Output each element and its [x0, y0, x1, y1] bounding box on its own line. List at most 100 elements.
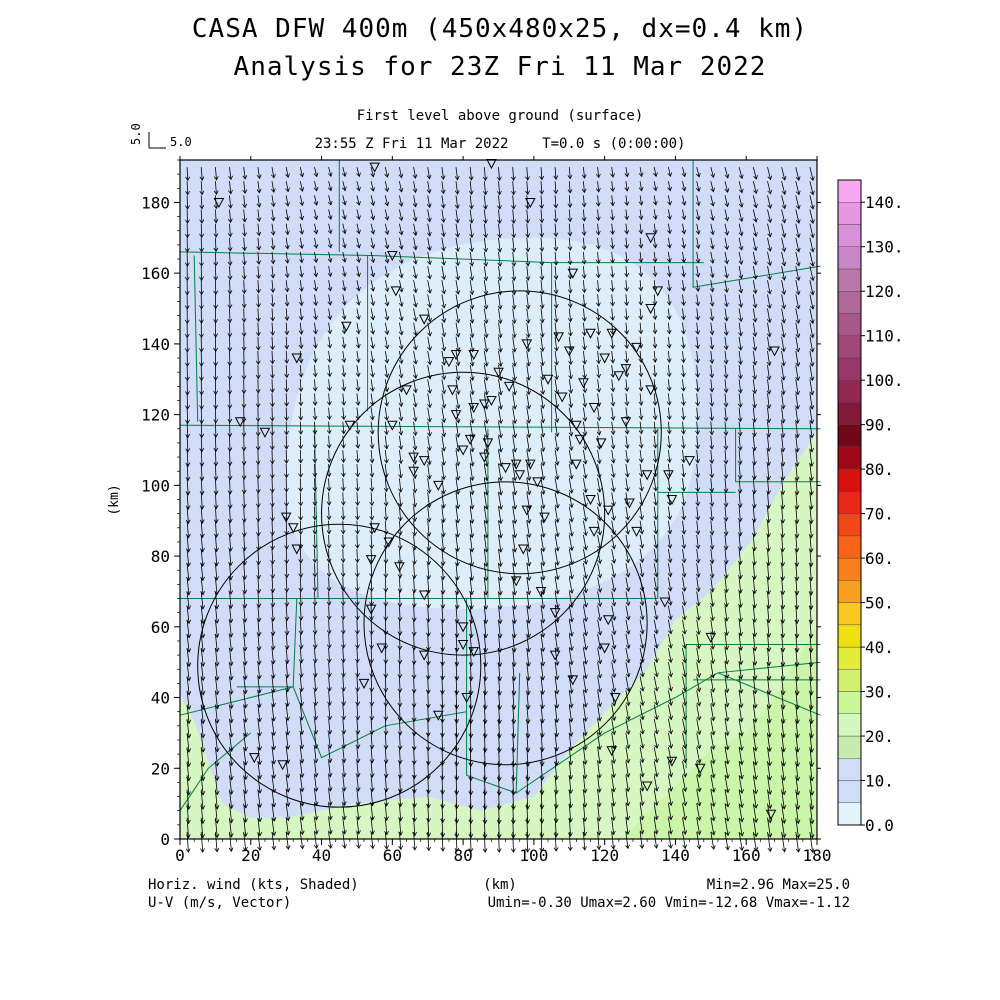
wind-vector — [455, 280, 459, 295]
wind-vector — [710, 393, 713, 407]
wind-vector — [215, 690, 218, 709]
wind-vector-head — [695, 244, 701, 250]
wind-vector-head — [454, 204, 460, 210]
wind-vector — [384, 633, 387, 649]
wind-vector-head — [313, 272, 319, 278]
wind-vector — [767, 322, 771, 337]
wind-vector-head — [753, 832, 759, 838]
wind-vector-head — [412, 817, 417, 823]
wind-vector — [696, 534, 699, 549]
wind-vector-head — [256, 246, 262, 251]
wind-vector-head — [241, 289, 247, 295]
wind-vector — [611, 647, 615, 664]
wind-vector-head — [483, 619, 489, 625]
colorbar-segment — [837, 291, 862, 314]
wind-vector — [696, 209, 700, 220]
wind-vector-head — [624, 358, 630, 364]
wind-vector-head — [185, 462, 191, 467]
wind-vector-head — [241, 461, 247, 466]
wind-vector — [639, 336, 642, 348]
wind-vector-head — [327, 787, 333, 792]
wind-vector — [455, 435, 459, 452]
wind-vector — [696, 704, 700, 721]
wind-vector — [469, 294, 473, 309]
wind-vector — [724, 407, 727, 421]
wind-vector — [767, 350, 770, 366]
wind-vector-head — [412, 417, 418, 422]
wind-vector-head — [667, 558, 673, 564]
wind-vector — [639, 619, 644, 634]
wind-vector — [738, 548, 741, 565]
wind-vector — [384, 803, 388, 821]
x-tick-label: 180 — [803, 846, 832, 865]
wind-vector — [356, 803, 360, 820]
wind-vector-head — [795, 233, 801, 239]
wind-vector-head — [398, 845, 404, 851]
wind-vector-head — [795, 276, 801, 281]
wind-vector — [682, 478, 685, 492]
wind-vector — [597, 336, 600, 350]
station-marker — [510, 576, 522, 587]
wind-vector — [342, 407, 345, 420]
wind-vector-head — [653, 501, 658, 506]
wind-vector-head — [808, 648, 814, 653]
wind-vector-head — [341, 401, 347, 406]
wind-vector-head — [184, 291, 190, 296]
wind-vector — [271, 195, 275, 207]
wind-vector — [724, 492, 727, 507]
wind-vector-head — [540, 518, 546, 524]
wind-vector — [639, 718, 644, 734]
wind-vector — [215, 520, 217, 538]
wind-vector-head — [780, 533, 786, 538]
wind-vector-head — [723, 531, 729, 536]
wind-vector — [625, 704, 630, 720]
wind-vector-head — [496, 762, 502, 768]
wind-vector — [455, 520, 459, 538]
wind-vector — [314, 421, 316, 434]
wind-vector-head — [752, 418, 757, 423]
wind-vector — [399, 548, 401, 564]
wind-vector-head — [497, 591, 503, 596]
wind-vector-head — [554, 446, 560, 452]
wind-vectors — [184, 166, 815, 853]
wind-vector-head — [639, 744, 645, 749]
wind-vector — [413, 662, 415, 679]
wind-vector-head — [724, 173, 730, 179]
wind-vector-head — [767, 804, 773, 810]
wind-vector-head — [285, 730, 291, 736]
wind-vector-head — [808, 519, 814, 525]
wind-vector — [724, 308, 728, 321]
wind-vector-head — [398, 502, 403, 508]
station-marker — [571, 420, 582, 431]
wind-vector — [597, 421, 600, 435]
wind-vector-head — [214, 633, 220, 639]
wind-vector — [583, 209, 585, 221]
wind-vector-head — [810, 276, 815, 282]
wind-vector — [710, 237, 714, 249]
station-marker — [418, 650, 430, 661]
wind-vector-head — [326, 501, 332, 506]
radar-range-rings — [197, 290, 662, 808]
wind-vector-head — [340, 630, 346, 635]
wind-vector-head — [427, 403, 432, 409]
wind-vector-head — [738, 717, 744, 723]
wind-vector — [583, 704, 587, 722]
wind-vector-head — [299, 830, 305, 836]
wind-vector — [299, 690, 303, 706]
wind-vector — [356, 591, 358, 606]
wind-vector — [455, 817, 458, 838]
wind-vector — [710, 732, 715, 750]
y-tick-label: 80 — [151, 547, 170, 566]
wind-vector — [200, 704, 204, 724]
wind-vector — [498, 280, 501, 295]
station-marker — [567, 268, 579, 279]
wind-vector-head — [483, 662, 488, 668]
wind-vector — [200, 548, 204, 567]
wind-vector-head — [355, 787, 361, 792]
wind-vector-head — [411, 603, 417, 608]
wind-vector — [512, 308, 515, 324]
wind-vector — [441, 449, 445, 466]
wind-vector-head — [383, 659, 389, 664]
wind-vector-head — [213, 447, 219, 453]
wind-vector-head — [554, 575, 560, 581]
